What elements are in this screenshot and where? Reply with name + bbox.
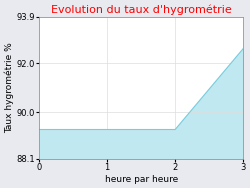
X-axis label: heure par heure: heure par heure (104, 175, 178, 184)
Title: Evolution du taux d'hygrométrie: Evolution du taux d'hygrométrie (51, 4, 232, 15)
Y-axis label: Taux hygrométrie %: Taux hygrométrie % (4, 42, 14, 133)
